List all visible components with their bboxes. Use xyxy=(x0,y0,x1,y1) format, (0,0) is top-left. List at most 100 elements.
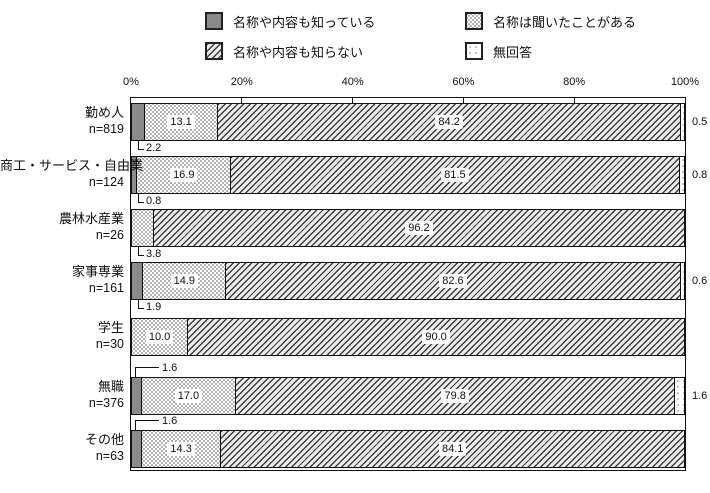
category-n-label: n=819 xyxy=(88,122,124,136)
callout-line xyxy=(138,141,144,150)
category-label: 農林水産業 n=26 xyxy=(0,211,124,243)
callout-value: 2.2 xyxy=(146,142,162,154)
segment-no-answer xyxy=(674,378,684,414)
diagonal-hatch-swatch-icon xyxy=(205,42,223,60)
segment-know xyxy=(132,378,141,414)
category-name-label: 農林水産業 xyxy=(58,211,124,226)
value-label: 16.9 xyxy=(170,168,198,182)
value-label: 90.0 xyxy=(422,330,450,344)
axis-tick-mark xyxy=(462,98,464,103)
axis-tick-mark xyxy=(352,98,354,103)
value-label: 13.1 xyxy=(167,115,195,129)
legend-item-know: 名称や内容も知っている xyxy=(205,11,375,31)
value-label: 10.0 xyxy=(145,330,174,344)
segment-heard: 10.0 xyxy=(132,319,188,355)
value-label: 84.2 xyxy=(435,115,463,129)
bar-row: 16.9 81.5 xyxy=(131,156,685,194)
x-tick-label: 60% xyxy=(452,76,475,88)
value-label: 82.6 xyxy=(439,274,467,288)
category-n-label: n=124 xyxy=(88,175,124,189)
segment-dont-know: 84.2 xyxy=(217,104,681,140)
segment-no-answer xyxy=(680,104,685,140)
plot-area: 13.1 84.2 2.2 0.5 16.9 81.5 0.8 0.8 96.2 3.8 14.9 8… xyxy=(130,97,707,471)
dense-dot-swatch-icon xyxy=(465,12,483,30)
callout-value: 3.8 xyxy=(146,248,162,260)
bar-row: 14.9 82.6 xyxy=(131,262,685,300)
bar-row: 96.2 xyxy=(131,209,685,247)
category-n-label: n=376 xyxy=(88,396,124,410)
legend-item-heard: 名称は聞いたことがある xyxy=(465,11,636,31)
no-answer-right-label: 0.5 xyxy=(692,116,708,128)
callout-value: 1.6 xyxy=(162,362,178,374)
segment-dont-know: 90.0 xyxy=(187,319,684,355)
category-name-label: 無職 xyxy=(97,379,124,394)
category-n-label: n=161 xyxy=(88,281,124,295)
no-answer-right-label: 0.8 xyxy=(692,169,708,181)
segment-heard: 14.3 xyxy=(140,431,221,467)
value-label: 79.8 xyxy=(441,389,469,403)
segment-know xyxy=(132,263,143,299)
value-label: 96.2 xyxy=(405,221,433,235)
category-label: 家事専業 n=161 xyxy=(0,264,124,296)
segment-know xyxy=(132,104,145,140)
bar-row: 14.3 84.1 xyxy=(131,430,685,468)
legend-item-dont-know: 名称や内容も知らない xyxy=(205,41,363,61)
no-answer-right-label: 0.6 xyxy=(692,275,708,287)
segment-heard: 17.0 xyxy=(140,378,236,414)
category-label: 勤め人 n=819 xyxy=(0,105,124,137)
category-label: 学生 n=30 xyxy=(0,320,124,352)
category-name-label: 家事専業 xyxy=(71,264,124,279)
segment-dont-know: 96.2 xyxy=(152,210,684,246)
segment-heard: 14.9 xyxy=(142,263,226,299)
value-label: 81.5 xyxy=(441,168,469,182)
callout-line xyxy=(138,194,144,203)
callout-value: 1.6 xyxy=(162,415,178,427)
x-tick-label: 100% xyxy=(670,76,700,88)
category-n-label: n=26 xyxy=(95,228,124,242)
category-name-label: 商工・サービス・自由業 xyxy=(0,158,144,173)
sparse-dot-swatch-icon xyxy=(465,42,483,60)
callout-line xyxy=(135,420,159,430)
segment-know xyxy=(132,157,137,193)
value-label: 14.9 xyxy=(170,274,199,288)
category-n-label: n=30 xyxy=(95,337,124,351)
segment-dont-know: 84.1 xyxy=(220,431,684,467)
segment-no-answer xyxy=(678,157,684,193)
x-tick-label: 40% xyxy=(341,76,364,88)
segment-know xyxy=(132,431,141,467)
segment-dont-know: 81.5 xyxy=(230,157,679,193)
no-answer-right-label: 1.6 xyxy=(692,390,708,402)
legend-label: 無回答 xyxy=(493,44,533,60)
legend-label: 名称や内容も知らない xyxy=(233,44,364,60)
category-label: 無職 n=376 xyxy=(0,379,124,411)
solid-gray-swatch-icon xyxy=(205,12,223,30)
legend-label: 名称や内容も知っている xyxy=(233,14,376,30)
axis-tick-mark xyxy=(241,98,243,103)
category-name-label: 勤め人 xyxy=(84,105,124,120)
segment-heard: 13.1 xyxy=(144,104,217,140)
category-label: 商工・サービス・自由業 n=124 xyxy=(0,158,144,190)
bar-row: 10.0 90.0 xyxy=(131,318,685,356)
value-label: 14.3 xyxy=(167,442,195,456)
category-label: その他 n=63 xyxy=(0,432,124,464)
segment-dont-know: 82.6 xyxy=(225,263,680,299)
callout-value: 0.8 xyxy=(146,195,162,207)
callout-line xyxy=(135,367,159,377)
segment-dont-know: 79.8 xyxy=(235,378,675,414)
x-tick-label: 0% xyxy=(123,76,139,88)
category-name-label: 学生 xyxy=(97,320,124,335)
x-tick-label: 80% xyxy=(563,76,586,88)
category-name-label: その他 xyxy=(84,432,124,447)
axis-tick-mark xyxy=(573,98,575,103)
segment-heard: 16.9 xyxy=(136,157,231,193)
value-label: 17.0 xyxy=(174,389,203,403)
segment-heard xyxy=(132,210,153,246)
legend-item-no-answer: 無回答 xyxy=(465,41,532,61)
category-n-label: n=63 xyxy=(95,449,124,463)
callout-line xyxy=(138,300,144,309)
x-tick-label: 20% xyxy=(230,76,253,88)
bar-row: 13.1 84.2 xyxy=(131,103,685,141)
segment-no-answer xyxy=(679,263,684,299)
callout-value: 1.9 xyxy=(146,301,162,313)
